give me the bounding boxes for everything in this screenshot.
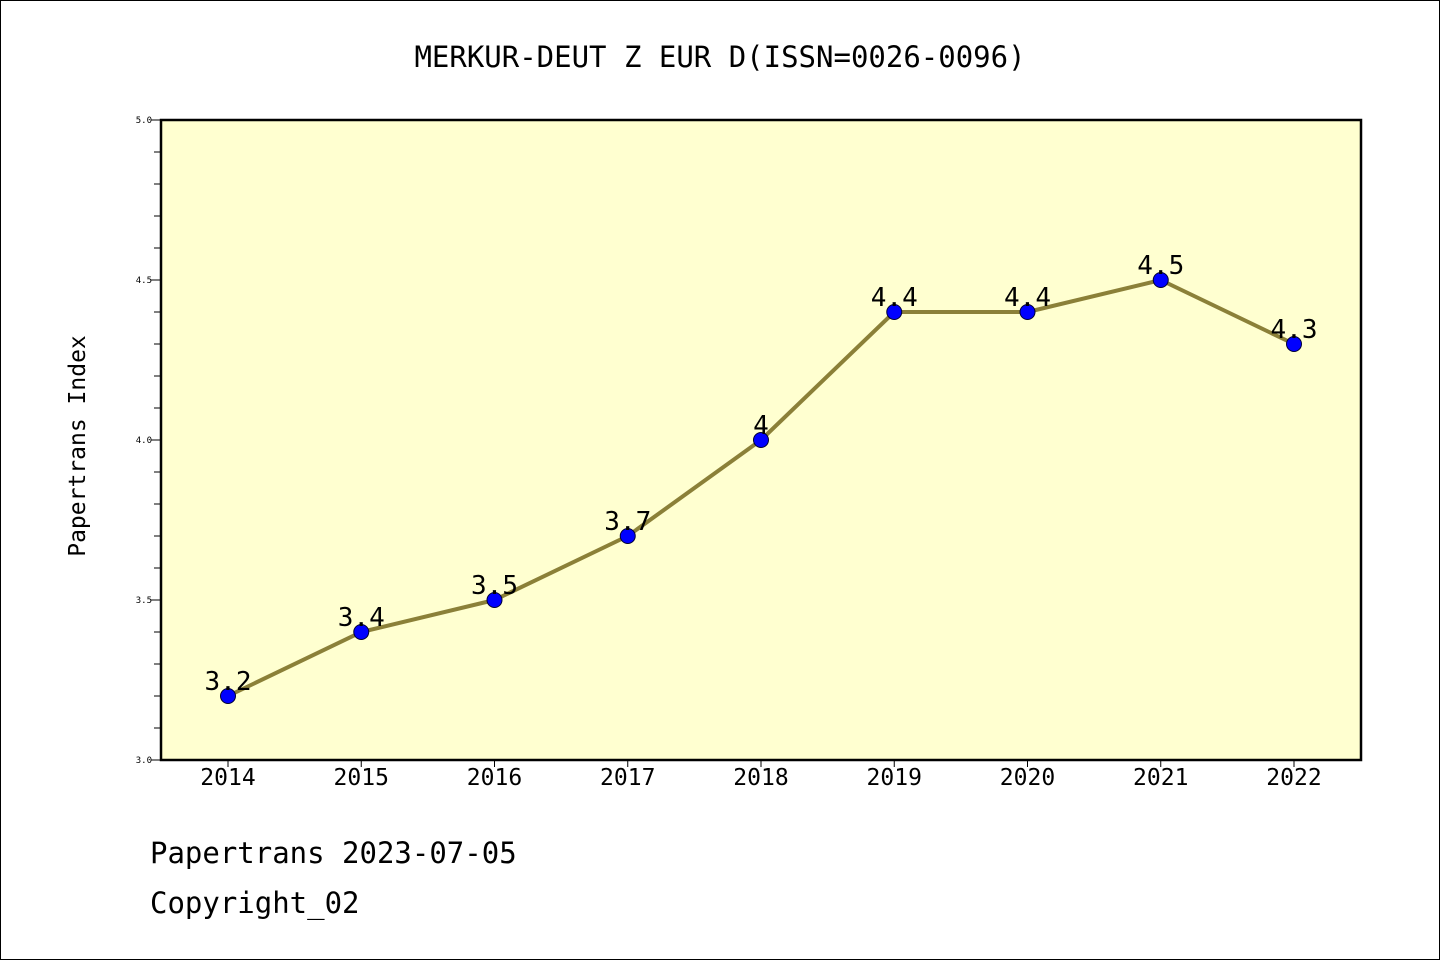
y-axis: 3.0 3.5 4.0 4.5 5.0: [136, 116, 161, 766]
x-tick-label: 2018: [733, 765, 788, 791]
x-tick-label: 2020: [1000, 765, 1055, 791]
y-axis-label: Papertrans Index: [65, 335, 91, 557]
y-tick-label: 5.0: [136, 116, 152, 126]
data-point: [353, 624, 370, 640]
x-tick-label: 2021: [1133, 765, 1188, 791]
x-tick-label: 2017: [600, 765, 655, 791]
data-point: [1152, 272, 1169, 288]
x-tick-label: 2016: [467, 765, 522, 791]
data-point: [619, 528, 636, 544]
data-point: [486, 592, 503, 608]
y-tick-label: 4.5: [136, 276, 152, 286]
series-layer: 3.2 3.4 3.5 3.7 4 4.4 4.4 4.5 4.3: [205, 251, 1318, 704]
data-label: 4.4: [1004, 283, 1051, 313]
data-point: [1286, 336, 1302, 352]
data-label: 4: [753, 411, 769, 441]
data-label: 4.4: [871, 283, 918, 313]
footer-date-line: Papertrans 2023-07-05: [150, 836, 517, 870]
footer-copyright-line: Copyright_02: [150, 886, 360, 920]
y-tick-label: 3.5: [136, 596, 152, 606]
data-point: [886, 304, 903, 320]
y-tick-label: 3.0: [136, 756, 152, 766]
x-tick-label: 2014: [200, 765, 255, 791]
x-tick-label: 2019: [867, 765, 922, 791]
data-point: [753, 432, 769, 448]
data-label: 3.5: [471, 571, 518, 601]
data-point: [1019, 304, 1036, 320]
plot-border: [159, 118, 1363, 762]
x-tick-label: 2022: [1266, 765, 1321, 791]
chart-title: MERKUR-DEUT Z EUR D(ISSN=0026-0096): [414, 40, 1025, 74]
data-label: 4.5: [1137, 251, 1184, 281]
data-label: 3.2: [205, 667, 252, 697]
y-tick-label: 4.0: [136, 436, 152, 446]
data-label: 3.4: [338, 603, 385, 633]
x-tick-label: 2015: [334, 765, 389, 791]
data-label: 3.7: [604, 507, 651, 537]
data-point: [220, 688, 236, 704]
x-axis: 2014 2015 2016 2017 2018 2019 2020 2021 2022: [200, 760, 1322, 791]
data-label: 4.3: [1271, 315, 1318, 345]
